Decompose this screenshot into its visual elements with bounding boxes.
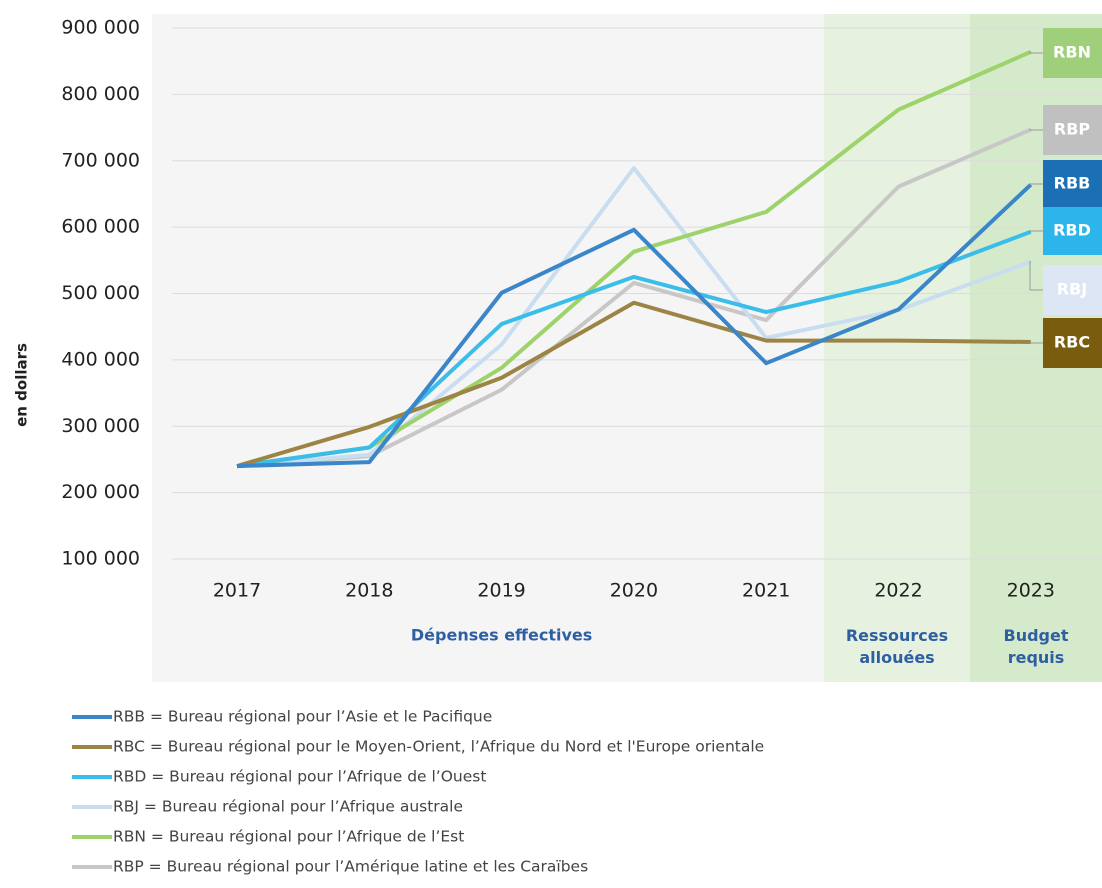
legend-label: RBP = Bureau régional pour l’Amérique la… xyxy=(113,858,588,876)
period-label: Dépenses effectives xyxy=(411,626,592,645)
series-line xyxy=(236,183,1033,469)
y-tick-label: 800 000 xyxy=(61,83,140,105)
legend-label: RBC = Bureau régional pour le Moyen-Orie… xyxy=(113,738,764,756)
x-tick-label: 2023 xyxy=(1007,580,1055,602)
legend-label: RBN = Bureau régional pour l’Afrique de … xyxy=(113,828,464,846)
y-tick-label: 100 000 xyxy=(61,548,140,570)
series-label: RBN xyxy=(1053,43,1091,62)
series-line xyxy=(236,300,1031,468)
x-tick-label: 2018 xyxy=(345,580,393,602)
leader-line xyxy=(1029,51,1043,54)
x-tick-label: 2021 xyxy=(742,580,790,602)
series-label: RBB xyxy=(1054,174,1091,193)
series-label-box xyxy=(1043,265,1102,315)
series-label-box xyxy=(1043,207,1102,255)
x-tick-label: 2017 xyxy=(213,580,261,602)
legend-label: RBB = Bureau régional pour l’Asie et le … xyxy=(113,708,492,726)
legend-label: RBJ = Bureau régional pour l’Afrique aus… xyxy=(113,798,463,816)
series-label: RBJ xyxy=(1057,280,1087,299)
y-tick-label: 600 000 xyxy=(61,216,140,238)
leader-line xyxy=(1029,261,1043,291)
period-label: Budget requis xyxy=(1004,626,1069,667)
x-tick-label: 2019 xyxy=(477,580,525,602)
x-tick-label: 2022 xyxy=(874,580,922,602)
leader-line xyxy=(1029,341,1043,344)
y-tick-label: 700 000 xyxy=(61,149,140,171)
period-background xyxy=(824,14,970,682)
y-tick-label: 900 000 xyxy=(61,17,140,39)
series-label-box xyxy=(1043,160,1102,208)
series-label: RBD xyxy=(1053,221,1091,240)
leader-line xyxy=(1029,183,1043,186)
legend-label: RBD = Bureau régional pour l’Afrique de … xyxy=(113,768,486,786)
series-label-box xyxy=(1043,318,1102,368)
y-tick-label: 400 000 xyxy=(61,348,140,370)
series-label: RBP xyxy=(1054,120,1091,139)
leader-line xyxy=(1029,230,1043,233)
series-label: RBC xyxy=(1054,333,1090,352)
y-axis-label: en dollars xyxy=(13,343,31,427)
y-tick-label: 500 000 xyxy=(61,282,140,304)
series-label-box xyxy=(1043,28,1102,78)
series-label-box xyxy=(1043,105,1102,155)
series-line xyxy=(236,229,1032,469)
y-tick-label: 300 000 xyxy=(61,415,140,437)
y-tick-label: 200 000 xyxy=(61,481,140,503)
x-tick-label: 2020 xyxy=(610,580,658,602)
period-label: Ressources allouées xyxy=(846,626,948,667)
period-background xyxy=(152,14,824,682)
